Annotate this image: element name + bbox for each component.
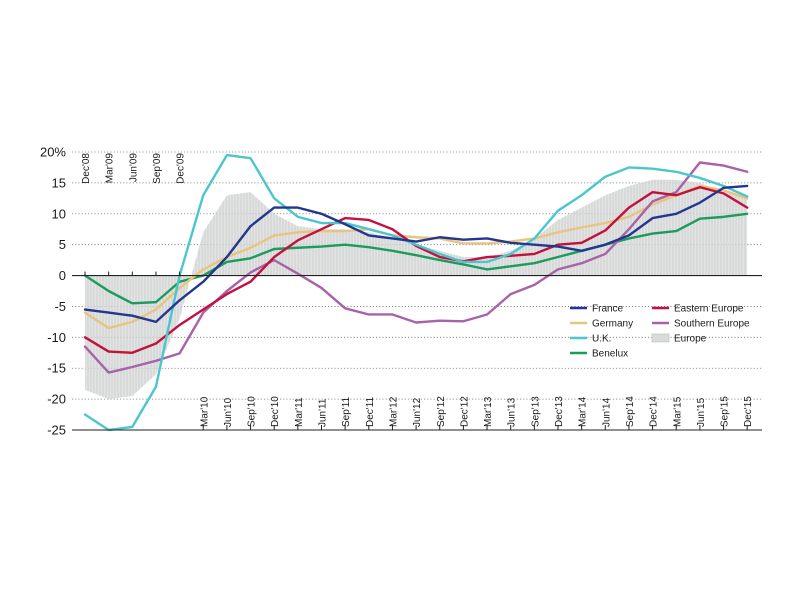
series-line-benelux <box>83 212 749 305</box>
y-tick-label: 5 <box>59 237 66 252</box>
x-tick-label: Jun'09 <box>128 153 139 183</box>
europe-area-hatch <box>85 179 746 400</box>
x-tick-label: Jun'15 <box>696 397 707 427</box>
legend-label: U.K. <box>592 334 611 345</box>
legend-label: Eastern Europe <box>674 304 744 315</box>
series-line-southern-europe <box>83 161 749 374</box>
x-tick-label: Dec'14 <box>649 396 660 427</box>
x-tick-label: Mar'13 <box>483 396 494 427</box>
y-tick-label: 10 <box>52 206 66 221</box>
x-tick-label: Dec'15 <box>743 396 754 427</box>
x-tick-label: Dec'10 <box>270 396 281 427</box>
legend-item-europe: Europe <box>651 333 707 345</box>
legend-item-southern-europe: Southern Europe <box>652 319 750 330</box>
legend-label: Germany <box>592 319 633 330</box>
x-tick-label: Sep'10 <box>247 396 258 427</box>
legend-item-france: France <box>570 304 624 315</box>
y-tick-label: 0 <box>59 268 66 283</box>
x-tick-label: Mar'10 <box>199 396 210 427</box>
x-tick-label: Mar'12 <box>388 396 399 427</box>
x-tick-label: Mar'09 <box>105 153 116 184</box>
europe-area-fill <box>85 179 748 400</box>
y-tick-label: 20% <box>40 145 66 160</box>
x-tick-label: Sep'11 <box>341 396 352 427</box>
x-tick-label: Dec'13 <box>554 396 565 427</box>
x-tick-label: Jun'14 <box>601 397 612 427</box>
x-tick-label: Mar'14 <box>578 396 589 427</box>
legend-swatch <box>651 333 670 343</box>
y-tick-label: 15 <box>52 175 66 190</box>
series-line-u-k <box>83 153 749 432</box>
legend-item-germany: Germany <box>570 319 633 330</box>
series-lines <box>83 153 749 432</box>
x-tick-label: Jun'11 <box>318 398 329 427</box>
y-tick-label: -25 <box>47 423 66 438</box>
x-tick-label: Sep'15 <box>720 396 731 427</box>
x-tick-label: Jun'13 <box>507 397 518 427</box>
y-tick-label: -15 <box>47 361 66 376</box>
x-tick-label: Dec'11 <box>365 396 376 427</box>
legend-item-eastern-europe: Eastern Europe <box>652 304 744 315</box>
axes <box>72 275 762 431</box>
x-tick-label: Jun'12 <box>412 397 423 427</box>
legend-label: Europe <box>674 334 707 345</box>
series-line-france <box>83 184 749 324</box>
europe-area <box>85 179 748 400</box>
x-tick-label: Sep'14 <box>625 396 636 427</box>
x-tick-label: Sep'13 <box>530 396 541 427</box>
legend-item-u-k: U.K. <box>570 334 611 345</box>
x-tick-label: Jun'10 <box>223 397 234 427</box>
x-tick-label: Mar'11 <box>294 397 305 427</box>
legend-label: Benelux <box>592 349 628 360</box>
x-tick-label: Dec'08 <box>81 153 92 184</box>
x-tick-label: Dec'12 <box>459 396 470 427</box>
legend-label: Southern Europe <box>674 319 750 330</box>
x-tick-label: Sep'09 <box>152 153 163 184</box>
legend-label: France <box>592 304 624 315</box>
x-tick-label: Sep'12 <box>436 396 447 427</box>
y-tick-label: -5 <box>54 299 66 314</box>
y-axis-ticks: 20% 15 10 5 0 -5 -10 -15 -20 -25 <box>40 145 66 438</box>
y-tick-label: -10 <box>47 330 66 345</box>
legend: France Eastern Europe Germany Southern Euro… <box>570 304 750 360</box>
legend-item-benelux: Benelux <box>570 349 628 360</box>
x-axis-ticks: Dec'08 Mar'09 Jun'09 Sep'09 Dec'09 Mar'10 Jun'… <box>81 153 754 430</box>
x-tick-label: Mar'15 <box>672 396 683 427</box>
x-tick-label: Dec'09 <box>176 153 187 184</box>
y-tick-label: -20 <box>47 392 66 407</box>
